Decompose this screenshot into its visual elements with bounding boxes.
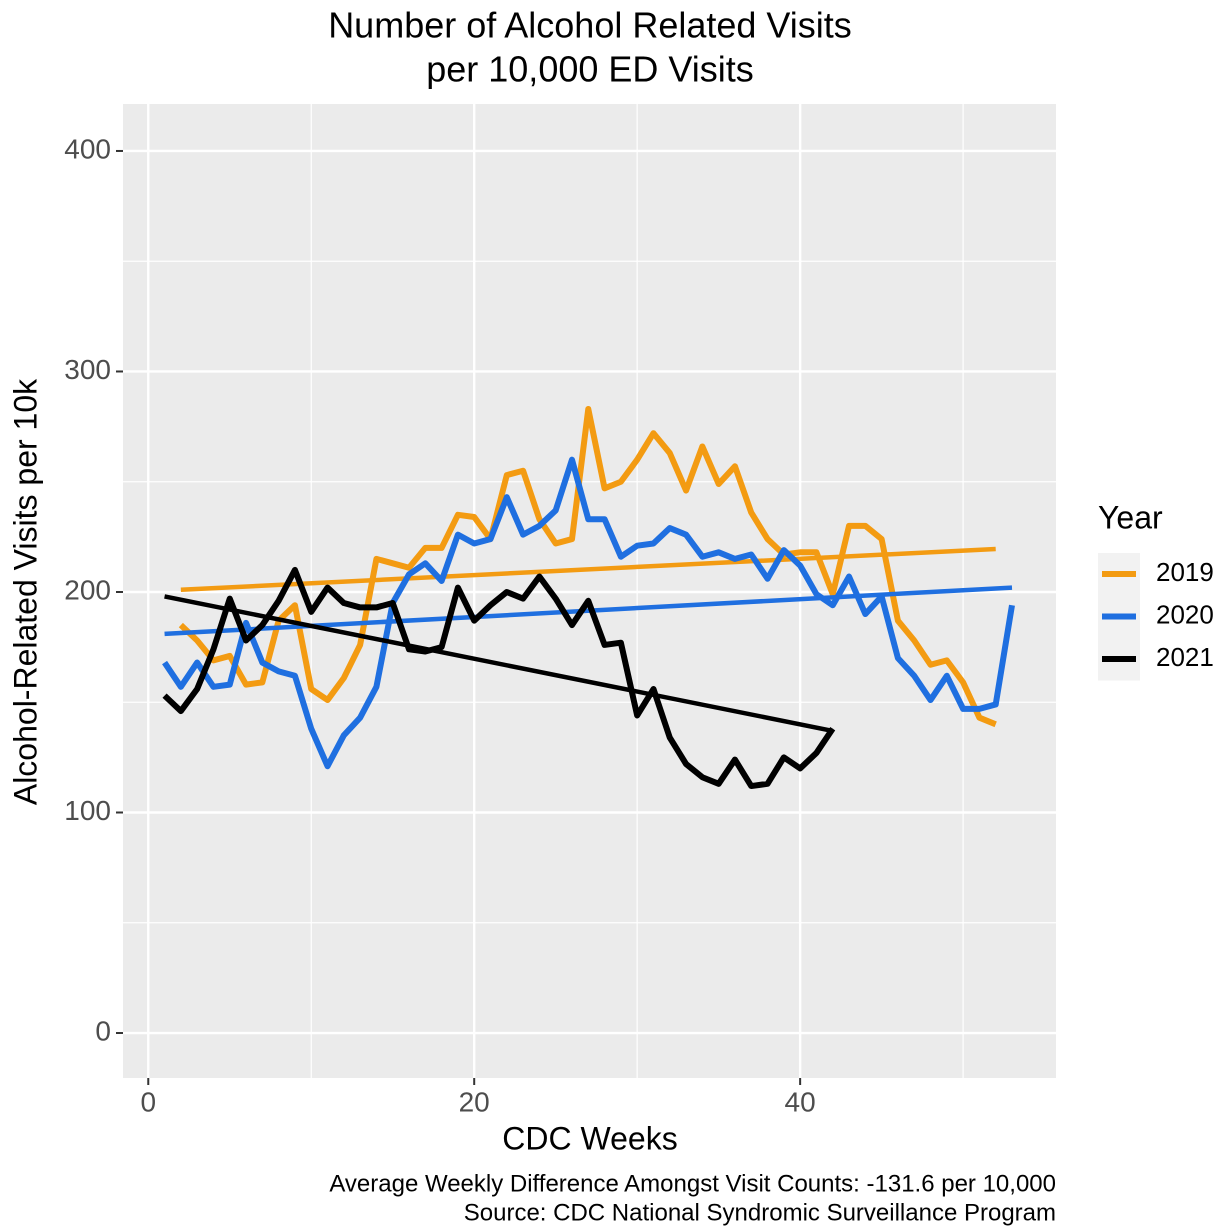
legend-label: 2019 — [1156, 557, 1214, 587]
y-tick-label: 200 — [64, 574, 111, 605]
series-line — [162, 456, 1015, 770]
trend-line — [164, 594, 834, 734]
chart-title: Number of Alcohol Related Visits — [328, 5, 852, 46]
legend-title: Year — [1098, 499, 1163, 535]
x-tick-label: 0 — [140, 1086, 156, 1117]
y-tick-label: 0 — [95, 1015, 111, 1046]
y-tick-label: 400 — [64, 133, 111, 164]
legend-label: 2020 — [1156, 599, 1214, 629]
caption: Source: CDC National Syndromic Surveilla… — [464, 1199, 1056, 1226]
x-tick-label: 20 — [459, 1086, 490, 1117]
series-line — [178, 405, 997, 728]
y-tick-label: 100 — [64, 795, 111, 826]
y-axis-label: Alcohol-Related Visits per 10k — [7, 378, 43, 805]
grid — [123, 104, 1056, 1078]
trend-line — [180, 546, 996, 593]
chart-title: per 10,000 ED Visits — [426, 49, 754, 90]
x-tick-label: 40 — [785, 1086, 816, 1117]
plot-lines — [162, 405, 1015, 790]
legend: 2019 2020 2021 — [1098, 553, 1214, 681]
caption: Average Weekly Difference Amongst Visit … — [329, 1170, 1056, 1197]
y-tick-label: 300 — [64, 354, 111, 385]
x-axis-label: CDC Weeks — [502, 1120, 677, 1156]
legend-label: 2021 — [1156, 642, 1214, 672]
series-line — [162, 566, 836, 790]
